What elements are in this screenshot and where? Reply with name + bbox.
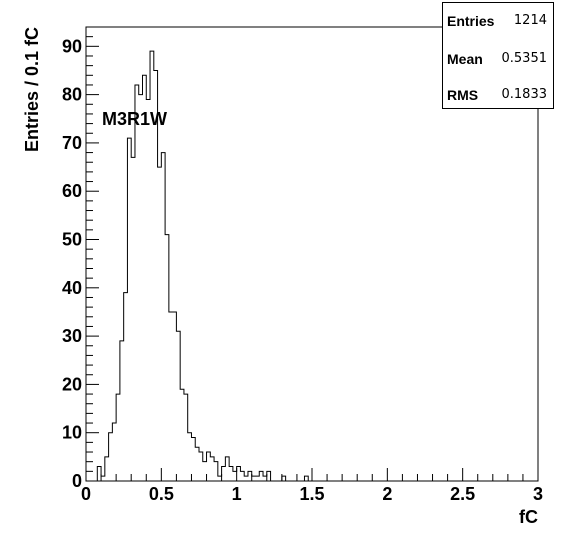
histogram-bin (252, 476, 256, 481)
histogram-bin (124, 293, 128, 481)
x-tick-label: 2 (382, 484, 392, 504)
histogram-bin (233, 471, 237, 481)
histogram-annotation: M3R1W (102, 109, 167, 129)
histogram-bin (263, 476, 267, 481)
y-tick-label: 50 (62, 230, 82, 250)
histogram-bin (267, 471, 271, 481)
stats-mean-row: Mean 0.5351 (447, 51, 547, 67)
histogram-bin (240, 471, 244, 481)
histogram-bin (195, 447, 199, 481)
stats-entries-label: Entries (447, 13, 495, 29)
stats-mean-value: 0.5351 (501, 51, 548, 66)
histogram-bin (101, 476, 105, 481)
histogram-bin (225, 457, 229, 481)
y-tick-label: 20 (62, 374, 82, 394)
stats-entries-value: 1214 (513, 13, 547, 28)
histogram-bin (244, 476, 248, 481)
histogram-bin (218, 476, 222, 481)
histogram-bin (131, 157, 135, 481)
y-tick-label: 30 (62, 326, 82, 346)
histogram-bin (180, 389, 184, 481)
histogram-bin (199, 452, 203, 481)
y-tick-label: 90 (62, 36, 82, 56)
histogram-bin (105, 457, 109, 481)
histogram-bin (109, 433, 113, 481)
histogram-bin (127, 138, 131, 481)
histogram-bin (154, 70, 158, 481)
x-tick-label: 1.5 (299, 484, 324, 504)
histogram-bin (173, 312, 177, 481)
histogram-bin (169, 312, 173, 481)
y-tick-label: 10 (62, 423, 82, 443)
histogram-bin (210, 457, 214, 481)
histogram-bin (135, 85, 139, 481)
histogram-bin (184, 394, 188, 481)
x-axis-title: fC (519, 507, 538, 527)
stats-rms-row: RMS 0.1833 (447, 87, 547, 103)
y-tick-label: 80 (62, 85, 82, 105)
x-tick-label: 2.5 (450, 484, 475, 504)
y-tick-label: 60 (62, 181, 82, 201)
y-tick-label: 70 (62, 133, 82, 153)
histogram-bin (97, 467, 101, 481)
y-tick-label: 40 (62, 278, 82, 298)
y-axis-title: Entries / 0.1 fC (22, 27, 42, 152)
histogram-bin (203, 462, 207, 481)
histogram-bin (165, 235, 169, 481)
histogram-bin (248, 471, 252, 481)
histogram-bin (188, 433, 192, 481)
histogram-bin (139, 95, 143, 481)
stats-rms-value: 0.1833 (501, 87, 548, 102)
histogram-bin (191, 438, 195, 481)
stats-rms-label: RMS (447, 87, 479, 103)
histogram-bin (256, 476, 260, 481)
histogram-bin (146, 99, 150, 481)
histogram-bin (143, 75, 147, 481)
x-tick-label: 3 (533, 484, 543, 504)
histogram-bin (207, 452, 211, 481)
histogram-bin (176, 331, 180, 481)
histogram-bin (237, 467, 241, 481)
stats-mean-label: Mean (447, 51, 483, 67)
histogram-bin (112, 423, 116, 481)
y-tick-label: 0 (72, 471, 82, 491)
x-tick-label: 0.5 (149, 484, 174, 504)
histogram-bin (229, 467, 233, 481)
histogram-bin (282, 476, 286, 481)
histogram-bin (222, 467, 226, 481)
histogram-bin (259, 471, 263, 481)
x-tick-label: 1 (232, 484, 242, 504)
stats-box: Entries 1214 Mean 0.5351 RMS 0.1833 (442, 2, 554, 109)
histogram-bin (116, 394, 120, 481)
histogram-bin (304, 476, 308, 481)
histogram-bin (161, 153, 165, 481)
x-tick-label: 0 (81, 484, 91, 504)
histogram-line (96, 50, 309, 482)
histogram-bin (158, 167, 162, 481)
stats-entries-row: Entries 1214 (447, 13, 547, 29)
histogram-bin (214, 462, 218, 481)
histogram-bin (120, 341, 124, 481)
